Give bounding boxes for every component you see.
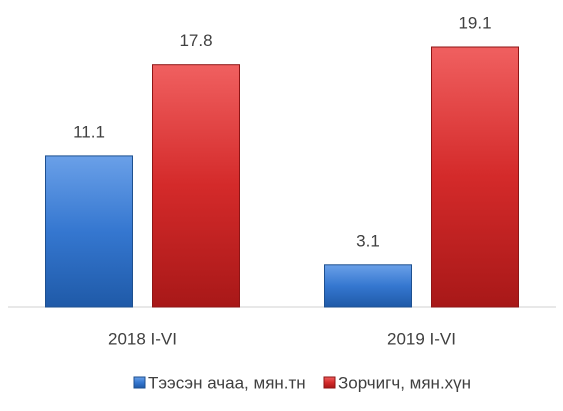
bar xyxy=(324,264,412,308)
bar xyxy=(152,64,240,308)
x-tick-label: 2018 I-VI xyxy=(108,329,177,348)
x-tick-label: 2019 I-VI xyxy=(387,329,456,348)
data-label: 19.1 xyxy=(458,13,491,32)
legend-label: Зорчигч, мян.хүн xyxy=(338,373,471,392)
bar xyxy=(431,46,519,308)
legend-label: Тээсэн ачаа, мян.тн xyxy=(148,373,306,392)
data-label: 11.1 xyxy=(73,122,105,141)
legend-swatch xyxy=(133,376,146,389)
bar xyxy=(45,155,133,308)
data-label: 17.8 xyxy=(179,31,212,50)
legend-swatch xyxy=(323,376,336,389)
data-label: 3.1 xyxy=(356,231,380,250)
